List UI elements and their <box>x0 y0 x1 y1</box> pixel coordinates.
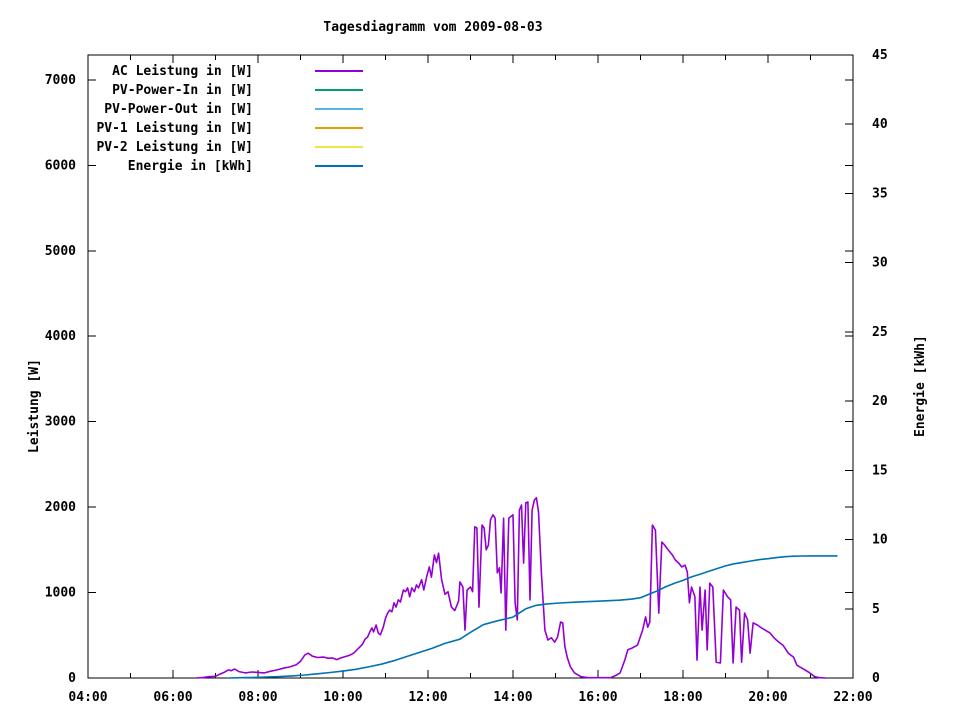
legend-label: PV-1 Leistung in [W] <box>96 121 253 136</box>
y2-tick-label: 10 <box>872 533 888 548</box>
y2-tick-label: 20 <box>872 394 888 409</box>
x-tick-label: 08:00 <box>238 690 277 705</box>
y2-tick-label: 5 <box>872 602 880 617</box>
y2-tick-label: 45 <box>872 48 888 63</box>
x-tick-label: 14:00 <box>493 690 532 705</box>
legend-label: PV-Power-In in [W] <box>112 83 253 98</box>
legend-label: AC Leistung in [W] <box>112 64 253 79</box>
legend-label: PV-Power-Out in [W] <box>104 102 253 117</box>
y-tick-label: 1000 <box>45 586 76 601</box>
x-tick-label: 22:00 <box>833 690 872 705</box>
y2-tick-label: 35 <box>872 186 888 201</box>
chart-title: Tagesdiagramm vom 2009-08-03 <box>323 20 543 35</box>
y-tick-label: 3000 <box>45 415 76 430</box>
series-energie-in-kwh <box>227 555 838 679</box>
y2-tick-label: 25 <box>872 325 888 340</box>
x-tick-label: 12:00 <box>408 690 447 705</box>
y2-tick-label: 30 <box>872 256 888 271</box>
y-tick-label: 0 <box>68 671 76 686</box>
y-tick-label: 2000 <box>45 500 76 515</box>
y-tick-label: 6000 <box>45 158 76 173</box>
legend-label: Energie in [kWh] <box>128 159 253 174</box>
x-tick-label: 18:00 <box>663 690 702 705</box>
y-tick-label: 7000 <box>45 73 76 88</box>
y2-tick-label: 15 <box>872 463 888 478</box>
legend-label: PV-2 Leistung in [W] <box>96 140 253 155</box>
x-tick-label: 10:00 <box>323 690 362 705</box>
x-tick-label: 20:00 <box>748 690 787 705</box>
y2-tick-label: 0 <box>872 671 880 686</box>
y-tick-label: 4000 <box>45 329 76 344</box>
y-tick-label: 5000 <box>45 244 76 259</box>
x-tick-label: 04:00 <box>68 690 107 705</box>
x-tick-label: 16:00 <box>578 690 617 705</box>
series-ac-leistung-in-w <box>195 496 827 679</box>
x-tick-label: 06:00 <box>153 690 192 705</box>
y2-tick-label: 40 <box>872 117 888 132</box>
